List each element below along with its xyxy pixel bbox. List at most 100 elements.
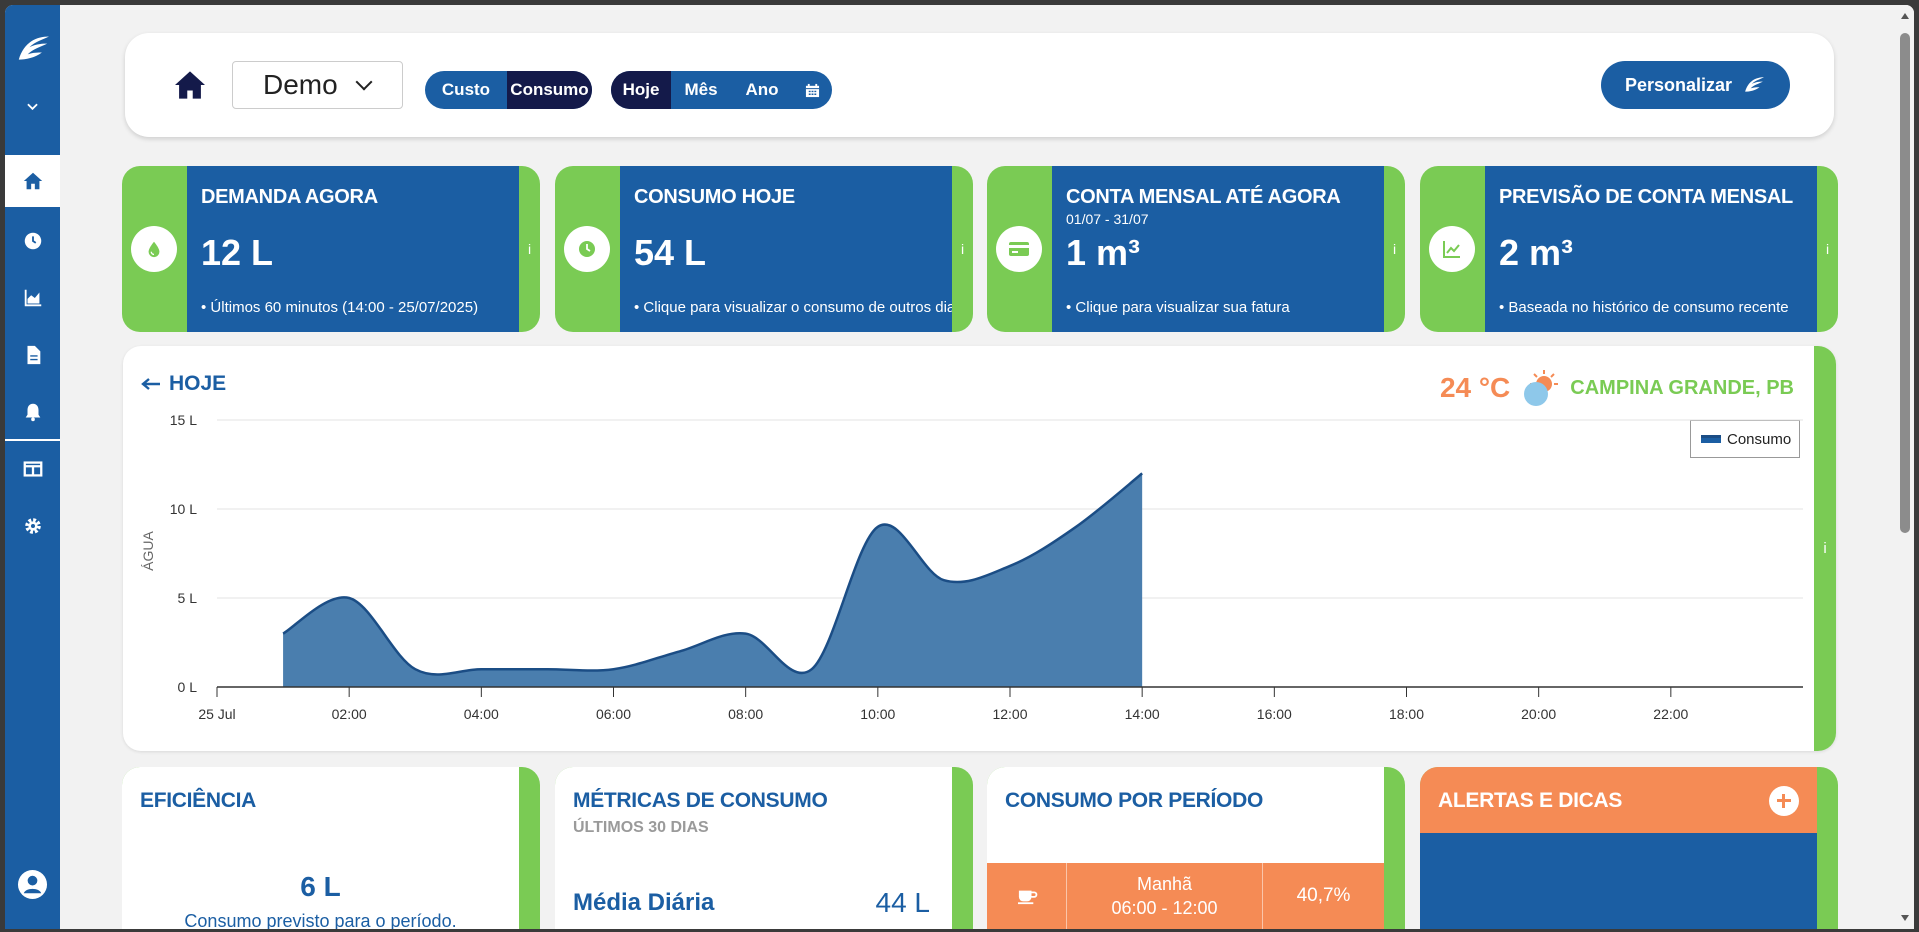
x-tick-label: 12:00 <box>992 706 1027 722</box>
calendar-icon <box>805 83 820 97</box>
temperature: 24 °C <box>1439 372 1511 403</box>
kpi-body: CONSUMO HOJE 54 L • Clique para visualiz… <box>620 166 952 332</box>
trend-icon <box>1429 226 1475 272</box>
home-icon[interactable] <box>173 70 207 100</box>
user-icon[interactable] <box>17 869 48 900</box>
info-button[interactable]: i <box>1814 346 1836 751</box>
period-name: Manhã 06:00 - 12:00 <box>1067 863 1263 929</box>
sidebar-item-charts[interactable] <box>5 272 60 324</box>
back-label: HOJE <box>169 372 227 395</box>
period-option-mes[interactable]: Mês <box>684 80 718 99</box>
calendar-button[interactable] <box>793 71 832 109</box>
y-tick-label: 5 L <box>178 590 198 606</box>
kpi-card-previsao[interactable]: PREVISÃO DE CONTA MENSAL 2 m³ • Baseada … <box>1420 166 1838 332</box>
mode-option-custo[interactable]: Custo <box>441 80 491 99</box>
sidebar-item-documents[interactable] <box>5 329 60 381</box>
kpi-note: • Clique para visualizar o consumo de ou… <box>634 299 952 316</box>
efficiency-card: EFICIÊNCIA 6 L Consumo previsto para o p… <box>122 767 540 929</box>
cup-icon <box>987 863 1067 929</box>
y-tick-label: 10 L <box>170 501 197 517</box>
efficiency-body: EFICIÊNCIA 6 L Consumo previsto para o p… <box>122 767 519 929</box>
period-option-hoje[interactable]: Hoje <box>611 71 671 109</box>
logo-icon <box>1745 77 1765 92</box>
kpi-value: 12 L <box>201 232 274 273</box>
sidebar-item-panel[interactable] <box>5 443 60 495</box>
alerts-title: ALERTAS E DICAS <box>1438 789 1623 812</box>
personalize-button[interactable]: Personalizar <box>1601 61 1790 109</box>
info-button[interactable]: i <box>960 241 965 257</box>
consumption-chart-card: HOJE 24 °C CAMPINA GRANDE, PB Consumo 0 … <box>123 346 1836 751</box>
sidebar-item-history[interactable] <box>5 215 60 267</box>
add-alert-button[interactable] <box>1769 786 1799 816</box>
y-tick-label: 15 L <box>170 412 197 428</box>
metrics-title: MÉTRICAS DE CONSUMO <box>573 789 828 812</box>
document-icon <box>27 345 40 365</box>
period-range: 06:00 - 12:00 <box>1111 898 1218 918</box>
y-tick-label: 0 L <box>178 679 198 695</box>
kpi-card-demanda[interactable]: DEMANDA AGORA 12 L • Últimos 60 minutos … <box>122 166 540 332</box>
metrics-label: Média Diária <box>573 889 715 916</box>
expand-icon[interactable] <box>5 87 60 127</box>
x-tick-label: 02:00 <box>332 706 367 722</box>
sidebar-divider <box>5 439 60 441</box>
info-button[interactable]: i <box>1392 241 1397 257</box>
metrics-body: MÉTRICAS DE CONSUMO ÚLTIMOS 30 DIAS Médi… <box>555 767 952 929</box>
sidebar-item-settings[interactable] <box>5 500 60 552</box>
scrollbar[interactable] <box>1896 5 1914 929</box>
card-icon <box>996 226 1042 272</box>
x-tick-label: 14:00 <box>1125 706 1160 722</box>
metrics-value: 44 L <box>875 887 931 918</box>
period-card: CONSUMO POR PERÍODO Manhã 06:00 - 12:00 … <box>987 767 1405 929</box>
kpi-card-conta-mensal[interactable]: CONTA MENSAL ATÉ AGORA 01/07 - 31/07 1 m… <box>987 166 1405 332</box>
city: CAMPINA GRANDE, PB <box>1570 376 1794 399</box>
mode-toggle: Custo Consumo <box>425 71 592 109</box>
kpi-value: 54 L <box>634 232 707 273</box>
kpi-title: CONSUMO HOJE <box>634 186 795 208</box>
alerts-card: ALERTAS E DICAS <box>1420 767 1838 929</box>
period-title: CONSUMO POR PERÍODO <box>1005 789 1263 812</box>
kpi-body: DEMANDA AGORA 12 L • Últimos 60 minutos … <box>187 166 519 332</box>
metrics-card: MÉTRICAS DE CONSUMO ÚLTIMOS 30 DIAS Médi… <box>555 767 973 929</box>
back-link[interactable]: HOJE <box>141 372 226 396</box>
building-select[interactable]: Demo <box>232 61 403 109</box>
period-body: CONSUMO POR PERÍODO Manhã 06:00 - 12:00 … <box>987 767 1384 929</box>
legend-label: Consumo <box>1727 430 1792 448</box>
mode-option-consumo[interactable]: Consumo <box>507 71 592 109</box>
period-label: Manhã <box>1136 874 1193 894</box>
clock-icon <box>24 232 41 250</box>
x-tick-label: 25 Jul <box>198 706 235 722</box>
building-select-value: Demo <box>263 69 338 100</box>
info-button[interactable]: i <box>527 241 532 257</box>
period-toggle: Hoje Mês Ano <box>611 71 832 109</box>
personalize-label: Personalizar <box>1624 74 1733 95</box>
alerts-body <box>1420 833 1817 929</box>
x-tick-label: 22:00 <box>1653 706 1688 722</box>
chart-icon <box>24 289 41 307</box>
kpi-note: • Últimos 60 minutos (14:00 - 25/07/2025… <box>201 299 479 316</box>
scroll-up-arrow[interactable] <box>1901 13 1909 19</box>
legend-swatch <box>1701 435 1721 443</box>
x-tick-label: 10:00 <box>860 706 895 722</box>
kpi-note: • Clique para visualizar sua fatura <box>1066 299 1290 316</box>
sidebar-item-home[interactable] <box>5 155 60 207</box>
x-tick-label: 20:00 <box>1521 706 1556 722</box>
kpi-value: 2 m³ <box>1499 232 1574 273</box>
scroll-down-arrow[interactable] <box>1901 915 1909 921</box>
sidebar <box>5 5 60 929</box>
gear-icon <box>24 518 41 534</box>
bell-icon <box>25 403 40 422</box>
weather-widget: 24 °C CAMPINA GRANDE, PB <box>1440 366 1794 410</box>
info-button[interactable]: i <box>1825 241 1830 257</box>
metrics-subtitle: ÚLTIMOS 30 DIAS <box>573 819 709 836</box>
logo-icon[interactable] <box>5 23 60 75</box>
period-row[interactable]: Manhã 06:00 - 12:00 40,7% <box>987 863 1384 929</box>
scroll-thumb[interactable] <box>1900 33 1910 533</box>
x-tick-label: 16:00 <box>1257 706 1292 722</box>
period-option-ano[interactable]: Ano <box>745 80 779 99</box>
arrow-left-icon <box>141 378 160 390</box>
sidebar-item-alerts[interactable] <box>5 386 60 438</box>
kpi-note: • Baseada no histórico de consumo recent… <box>1499 299 1789 316</box>
chevron-down-icon <box>355 73 373 91</box>
kpi-card-consumo-hoje[interactable]: CONSUMO HOJE 54 L • Clique para visualiz… <box>555 166 973 332</box>
x-tick-label: 08:00 <box>728 706 763 722</box>
